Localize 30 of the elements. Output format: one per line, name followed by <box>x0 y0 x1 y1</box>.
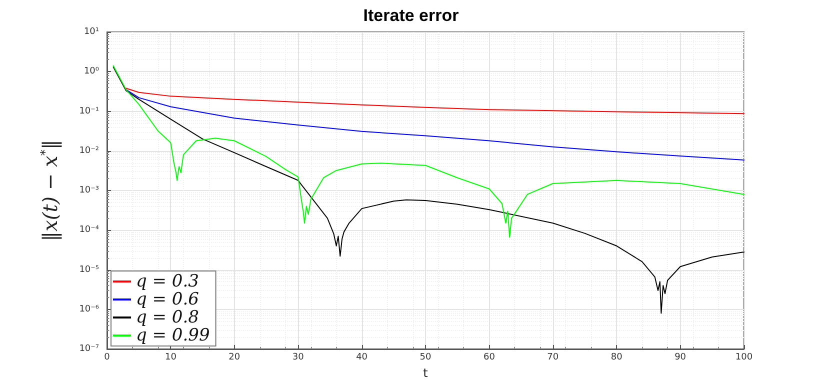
line-series <box>112 65 744 238</box>
x-tick-label: 40 <box>356 352 368 362</box>
y-tick-label: 10⁻³ <box>79 186 100 196</box>
legend-label: q = 0.99 <box>136 326 210 346</box>
y-tick-label: 10⁻⁷ <box>79 344 100 354</box>
x-tick-label: 10 <box>164 352 177 362</box>
legend-label: q = 0.6 <box>136 290 200 310</box>
x-tick-label: 0 <box>104 352 110 362</box>
legend-label: q = 0.3 <box>136 272 199 292</box>
x-tick-label: 50 <box>420 352 432 362</box>
y-axis-title: ‖x(t) − x*‖ <box>38 140 62 242</box>
y-tick-label: 10⁻⁵ <box>79 264 100 275</box>
x-tick-label: 70 <box>547 352 559 362</box>
x-tick-label: 60 <box>483 352 496 362</box>
y-tick-label: 10⁻¹ <box>79 106 100 116</box>
x-tick-label: 80 <box>610 352 623 362</box>
legend-label: q = 0.8 <box>136 308 200 328</box>
line-series <box>126 89 744 160</box>
x-tick-label: 20 <box>228 352 240 362</box>
y-tick-label: 10⁻² <box>79 146 100 156</box>
x-tick-label: 30 <box>292 352 304 362</box>
y-tick-label: 10⁰ <box>84 66 100 77</box>
line-series <box>126 88 744 114</box>
y-tick-label: 10¹ <box>84 27 100 37</box>
x-tick-label: 100 <box>735 352 753 362</box>
chart-title: Iterate error <box>363 6 460 25</box>
x-axis-title: t <box>423 366 428 380</box>
y-tick-label: 10⁻⁴ <box>79 225 100 236</box>
y-tick-label: 10⁻⁶ <box>79 304 100 314</box>
x-tick-label: 90 <box>674 352 686 362</box>
